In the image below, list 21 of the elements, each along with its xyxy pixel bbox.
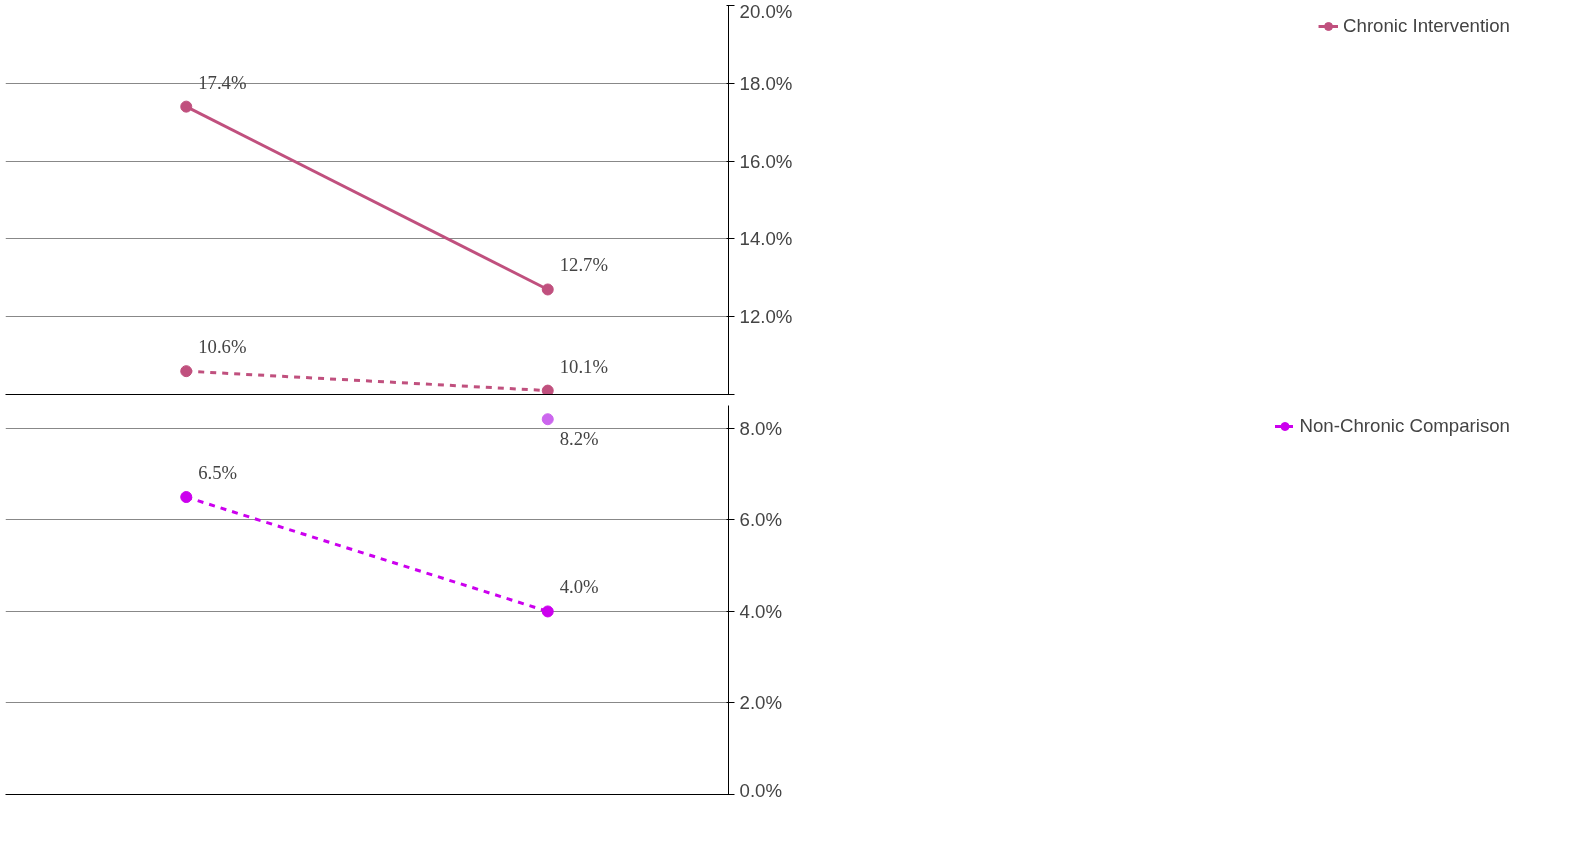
y-tick-label: 20.0% — [739, 0, 793, 22]
y-tick-label: 8.0% — [739, 417, 783, 439]
y-tick-label: 12.0% — [739, 306, 793, 328]
legend-label: Chronic Intervention — [1343, 15, 1510, 37]
data-label: 4.0% — [559, 576, 599, 598]
y-tick-label: 0.0% — [739, 779, 783, 801]
data-label: 6.5% — [198, 462, 238, 484]
data-label: 10.6% — [198, 336, 247, 358]
y-tick-label: 16.0% — [739, 150, 793, 172]
data-label: 8.2% — [559, 428, 599, 450]
data-label: 12.7% — [559, 254, 608, 276]
y-tick-label: 14.0% — [739, 228, 793, 250]
legend-label: Non-Chronic Comparison — [1299, 415, 1510, 437]
point — [541, 384, 554, 395]
data-label: 10.1% — [559, 355, 608, 377]
y-tick-label: 2.0% — [739, 692, 783, 714]
y-tick-label: 4.0% — [739, 600, 783, 622]
y-tick-label: 6.0% — [739, 509, 783, 531]
point — [541, 413, 554, 426]
point — [541, 605, 554, 618]
y-tick-label: 18.0% — [739, 72, 793, 94]
